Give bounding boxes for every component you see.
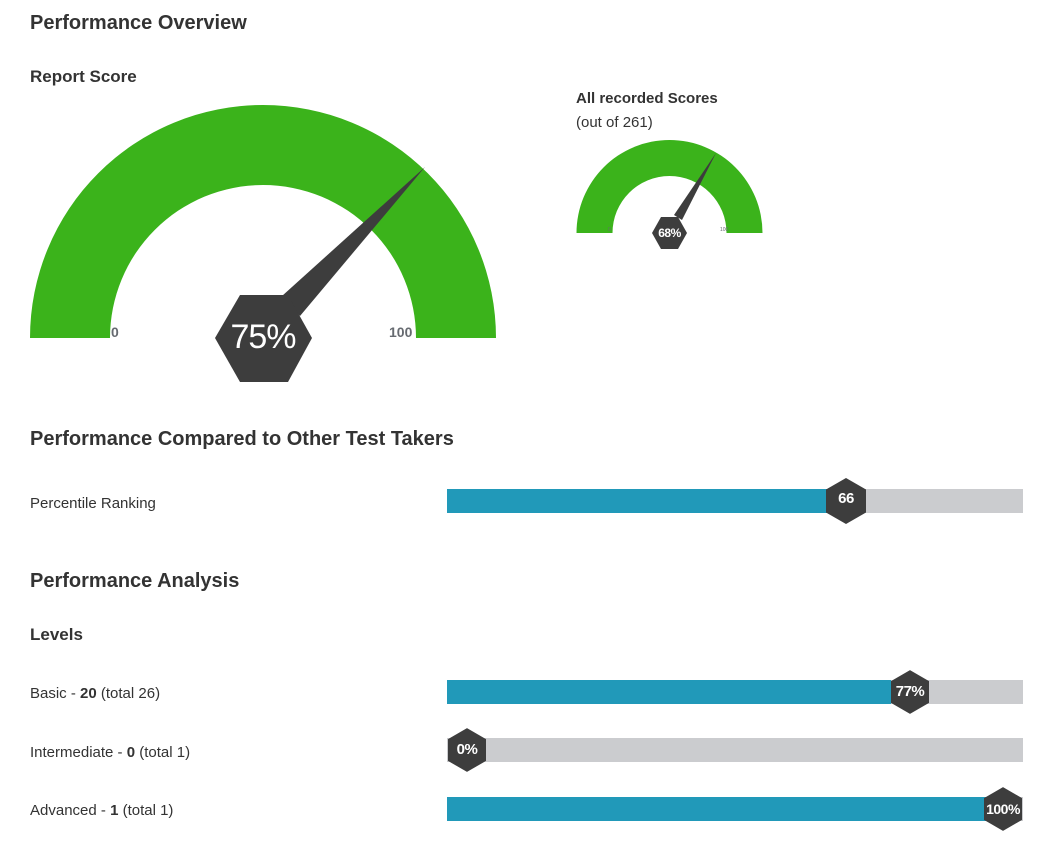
level-sep: -	[113, 744, 127, 761]
gauge-min-label: 0	[608, 227, 611, 233]
level-correct: 20	[80, 685, 97, 702]
level-advanced-bar-fill	[447, 797, 1003, 821]
compared-section-title: Performance Compared to Other Test Taker…	[30, 428, 454, 450]
gauge-hexagon	[652, 217, 687, 249]
level-correct: 1	[110, 802, 119, 819]
level-advanced-marker: 100%	[984, 787, 1022, 831]
gauge-graphic	[30, 105, 496, 382]
gauge-arc	[576, 140, 763, 233]
all-scores-title: All recorded Scores	[576, 90, 718, 107]
gauge-value: 68%	[658, 226, 681, 240]
levels-title: Levels	[30, 625, 83, 644]
all-scores-subtitle: (out of 261)	[576, 114, 653, 131]
report-score-title: Report Score	[30, 67, 137, 86]
level-basic-bar-fill	[447, 680, 891, 704]
level-advanced-value: 100%	[986, 801, 1020, 817]
gauge-max-label: 100	[389, 324, 413, 340]
percentile-bar: 66	[447, 478, 1023, 524]
level-total: (total 1)	[118, 802, 174, 819]
percentile-label: Percentile Ranking	[30, 495, 156, 512]
gauge-min-label: 0	[111, 324, 119, 340]
gauge-needle	[282, 167, 425, 316]
level-intermediate-bar: 0%	[447, 728, 1023, 772]
level-basic-marker: 77%	[891, 670, 929, 714]
percentile-bar-fill	[447, 489, 827, 513]
gauge-graphic	[576, 140, 763, 249]
level-basic-label: Basic - 20 (total 26)	[30, 685, 160, 702]
level-basic-bar: 77%	[447, 670, 1023, 714]
gauge-needle	[674, 153, 716, 220]
level-sep: -	[66, 685, 81, 702]
level-advanced-bar: 100%	[447, 787, 1023, 831]
gauge-value: 75%	[230, 318, 296, 356]
level-advanced-label: Advanced - 1 (total 1)	[30, 802, 173, 819]
level-intermediate-marker: 0%	[448, 728, 486, 772]
level-intermediate-value: 0%	[456, 741, 478, 758]
level-correct: 0	[126, 744, 136, 761]
level-sep: -	[96, 802, 111, 819]
level-name: Advanced	[30, 802, 97, 819]
analysis-section-title: Performance Analysis	[30, 570, 240, 592]
gauge-max-label: 100	[720, 227, 729, 233]
percentile-value: 66	[838, 490, 854, 507]
percentile-marker: 66	[826, 478, 866, 524]
report-score-gauge: 0 100 75%	[0, 80, 520, 390]
level-total: (total 26)	[96, 685, 161, 702]
page-title: Performance Overview	[30, 12, 247, 34]
all-scores-gauge: 0 100 68%	[560, 130, 780, 255]
level-name: Intermediate	[30, 744, 114, 761]
gauge-arc	[30, 105, 496, 338]
level-intermediate-label: Intermediate - 0 (total 1)	[30, 744, 190, 761]
level-name: Basic	[30, 685, 67, 702]
level-basic-value: 77%	[895, 683, 925, 700]
level-total: (total 1)	[135, 744, 191, 761]
gauge-hexagon	[215, 295, 312, 382]
